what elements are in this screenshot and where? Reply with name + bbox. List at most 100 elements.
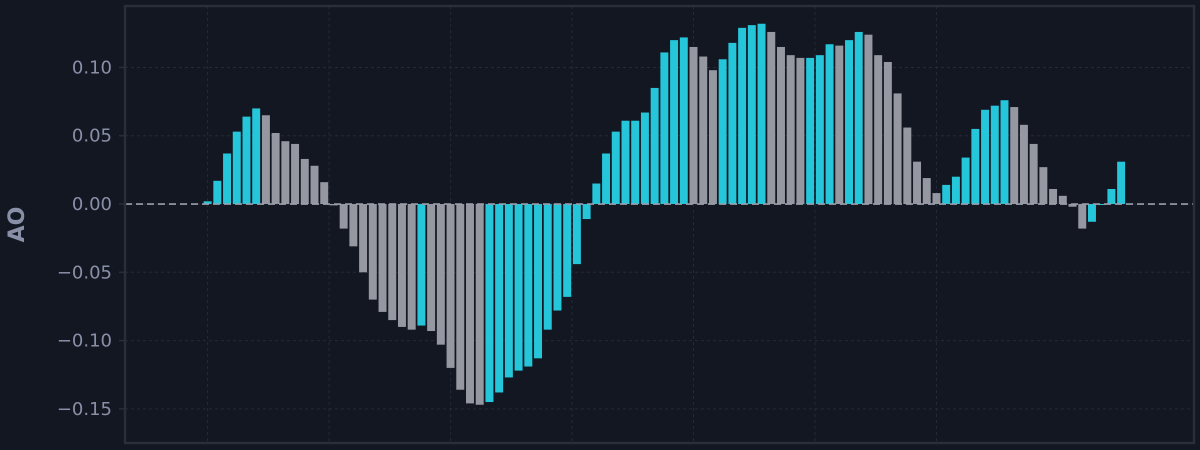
- histogram-bar: [660, 52, 669, 205]
- histogram-bar: [747, 25, 756, 205]
- histogram-bar: [291, 143, 300, 205]
- histogram-bar: [913, 161, 922, 205]
- histogram-bar: [738, 27, 747, 205]
- histogram-bar: [1010, 107, 1019, 205]
- histogram-bar: [320, 182, 329, 205]
- histogram-bar: [534, 204, 543, 359]
- histogram-bar: [1117, 161, 1126, 205]
- y-axis-title: AO: [5, 207, 30, 243]
- histogram-bar: [1068, 204, 1077, 207]
- histogram-bar: [407, 204, 416, 330]
- histogram-bar: [971, 128, 980, 205]
- histogram-bar: [893, 93, 902, 205]
- histogram-bar: [1000, 100, 1009, 205]
- histogram-bar: [845, 40, 853, 205]
- histogram-bar: [261, 115, 270, 205]
- histogram-bar: [232, 131, 241, 205]
- histogram-bar: [1058, 195, 1067, 205]
- histogram-bar: [1087, 204, 1096, 222]
- histogram-bar: [271, 133, 280, 205]
- histogram-bar: [903, 127, 912, 205]
- histogram-bar: [815, 55, 824, 205]
- histogram-bar: [563, 204, 572, 297]
- histogram-bar: [854, 31, 863, 205]
- histogram-bar: [359, 204, 368, 273]
- histogram-bar: [300, 158, 309, 205]
- histogram-bar: [446, 204, 455, 368]
- histogram-bar: [776, 46, 785, 205]
- histogram-bar: [951, 176, 960, 205]
- histogram-bar: [524, 204, 533, 367]
- histogram-bar: [835, 45, 844, 205]
- histogram-bar: [718, 59, 727, 205]
- histogram-bar: [427, 204, 436, 332]
- histogram-bar: [796, 57, 805, 205]
- histogram-bar: [1029, 143, 1038, 205]
- histogram-bar: [252, 108, 261, 205]
- histogram-bar: [728, 42, 737, 205]
- histogram-bar: [349, 204, 358, 247]
- histogram-bar: [786, 55, 795, 205]
- histogram-bar: [864, 34, 873, 205]
- histogram-bar: [329, 204, 338, 206]
- histogram-bar: [456, 204, 465, 390]
- histogram-bar: [1019, 124, 1028, 205]
- histogram-bar: [932, 193, 941, 205]
- histogram-bar: [825, 44, 834, 205]
- histogram-bar: [495, 204, 504, 393]
- plot-frame: [123, 4, 1196, 445]
- histogram-bar: [310, 165, 319, 205]
- histogram-bar: [436, 204, 445, 345]
- histogram-bar: [281, 141, 290, 205]
- histogram-bar: [1049, 188, 1058, 205]
- histogram-bar: [883, 61, 892, 205]
- histogram-bar: [1097, 204, 1106, 206]
- histogram-bar: [514, 204, 523, 371]
- histogram-bar: [611, 131, 620, 205]
- histogram-bar: [981, 109, 990, 205]
- histogram-bar: [602, 153, 611, 205]
- histogram-bar: [388, 204, 397, 321]
- histogram-bar: [1078, 204, 1087, 229]
- histogram-bar: [242, 116, 251, 205]
- histogram-bar: [708, 70, 717, 205]
- histogram-bar: [466, 204, 474, 404]
- y-tick-label: −0.10: [57, 331, 112, 352]
- histogram-bar: [417, 204, 426, 326]
- histogram-bar: [990, 105, 999, 205]
- y-tick-label: −0.15: [57, 399, 112, 420]
- y-tick-labels: 0.10 0.05 0.00 −0.05 −0.10 −0.15: [57, 57, 125, 420]
- grid-layer: [125, 6, 1194, 443]
- histogram-bar: [631, 120, 640, 205]
- histogram-bar: [699, 56, 708, 205]
- histogram-bar: [874, 55, 883, 205]
- bars-layer: [203, 23, 1126, 405]
- histogram-bar: [689, 46, 698, 205]
- histogram-bar: [368, 204, 377, 300]
- histogram-bar: [1107, 188, 1116, 205]
- y-tick-label: 0.10: [72, 57, 112, 78]
- histogram-bar: [378, 204, 387, 312]
- histogram-bar: [572, 204, 581, 265]
- histogram-bar: [650, 87, 659, 205]
- histogram-bar: [553, 204, 562, 311]
- y-tick-label: −0.05: [57, 262, 112, 283]
- histogram-bar: [679, 37, 688, 205]
- histogram-bar: [543, 204, 552, 330]
- histogram-bar: [582, 204, 591, 220]
- y-tick-label: 0.05: [72, 126, 112, 147]
- histogram-bar: [757, 23, 766, 205]
- histogram-bar: [621, 120, 630, 205]
- histogram-bar: [942, 184, 951, 205]
- histogram-bar: [961, 157, 970, 205]
- histogram-bar: [485, 204, 494, 403]
- histogram-bar: [806, 57, 815, 205]
- histogram-bar: [1039, 167, 1048, 205]
- histogram-bar: [670, 40, 679, 205]
- histogram-bar: [339, 204, 348, 229]
- histogram-bar: [922, 178, 931, 205]
- histogram-bar: [223, 153, 232, 205]
- histogram-bar: [592, 183, 601, 205]
- histogram-bar: [767, 31, 776, 205]
